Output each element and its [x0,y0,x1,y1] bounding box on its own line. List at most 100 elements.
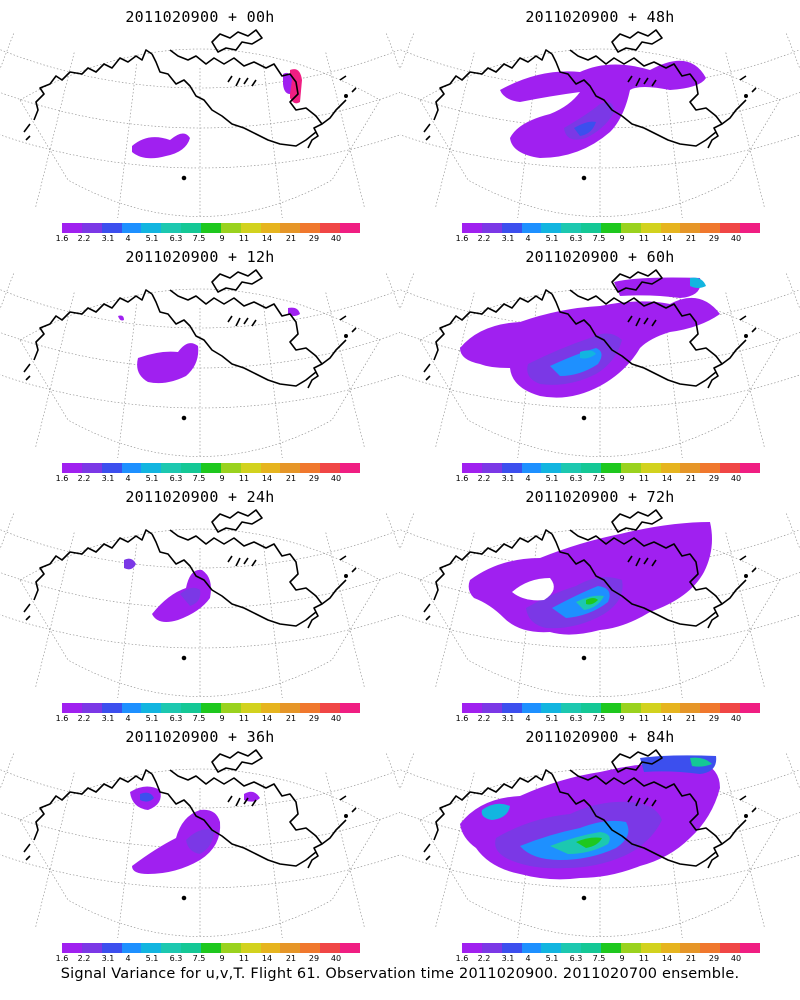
colorbar-cell [220,223,241,233]
colorbar-cell [240,703,261,713]
colorbar-tick-label: 1.6 [455,954,469,963]
panel-title: 2011020900 + 72h [525,488,675,506]
colorbar-tick-label: 11 [238,474,250,483]
colorbar-tick-label: 5.1 [545,714,559,723]
colorbar-tick-label: 14 [261,714,273,723]
panel-title: 2011020900 + 12h [125,248,275,266]
colorbar [462,463,760,473]
colorbar-tick-label: 9 [219,714,225,723]
colorbar-cell [581,703,602,713]
colorbar-tick-label: 6.3 [569,954,583,963]
map-projection [400,749,800,938]
colorbar-cell [300,223,321,233]
colorbar-cell [161,463,182,473]
graticule [0,753,400,938]
colorbar-cell [640,703,661,713]
colorbar-cell [240,463,261,473]
panel-title: 2011020900 + 60h [525,248,675,266]
colorbar-tick-label: 6.3 [169,474,183,483]
colorbar-cell [501,463,522,473]
colorbar [62,463,360,473]
colorbar-tick-label: 4 [125,474,131,483]
colorbar-tick-label: 29 [308,954,320,963]
colorbar [62,943,360,953]
colorbar-cell [481,223,502,233]
colorbar-cell [101,943,122,953]
colorbar-cell [141,463,162,473]
colorbar-tick-label: 7.5 [192,954,206,963]
colorbar-cell [121,703,142,713]
colorbar-cell [561,943,582,953]
colorbar-cell [481,943,502,953]
panel-title: 2011020900 + 24h [125,488,275,506]
map-projection [400,509,800,698]
colorbar-tick-label: 1.6 [55,234,69,243]
colorbar-cell [300,703,321,713]
colorbar-tick-label: 9 [619,474,625,483]
colorbar-cell [320,463,341,473]
colorbar-cell [161,943,182,953]
colorbar-tick-label: 5.1 [545,474,559,483]
colorbar-cell [680,943,701,953]
colorbar-labels: 1.6 2.2 3.1 4 5.1 6.3 7.5 9 11 14 21 29 40 [452,234,772,246]
colorbar-tick-label: 1.6 [455,234,469,243]
colorbar-cell [640,463,661,473]
colorbar-cell [62,943,82,953]
map-panel: 2011020900 + 60h 1.6 2.2 3.1 4 5.1 6.3 7.5 9 11 14… [400,240,800,485]
colorbar-cell [640,223,661,233]
colorbar-tick-label: 7.5 [592,714,606,723]
colorbar-tick-label: 5.1 [145,954,159,963]
colorbar-cell [561,703,582,713]
coastline [423,269,757,421]
colorbar-tick-label: 21 [685,714,697,723]
colorbar-cell [141,223,162,233]
colorbar-labels: 1.6 2.2 3.1 4 5.1 6.3 7.5 9 11 14 21 29 40 [52,714,372,726]
colorbar-cell [121,223,142,233]
colorbar-tick-label: 3.1 [501,714,515,723]
colorbar-cell [462,223,482,233]
colorbar-cell [201,463,221,473]
colorbar-tick-label: 3.1 [101,714,115,723]
colorbar-tick-label: 7.5 [192,234,206,243]
colorbar-tick-label: 9 [219,474,225,483]
colorbar [462,223,760,233]
colorbar-cell [640,943,661,953]
colorbar-cell [541,223,562,233]
colorbar-tick-label: 29 [708,954,720,963]
colorbar-tick-label: 11 [638,714,650,723]
colorbar-tick-label: 40 [330,474,342,483]
colorbar-tick-label: 40 [730,234,742,243]
variance-field [118,307,300,384]
colorbar-cell [280,703,301,713]
colorbar-tick-label: 6.3 [169,234,183,243]
colorbar-tick-label: 1.6 [455,714,469,723]
colorbar-cell [181,463,202,473]
domain-boundary [19,48,381,217]
colorbar-cell [601,703,621,713]
colorbar-tick-label: 5.1 [545,954,559,963]
colorbar [62,703,360,713]
colorbar-tick-label: 6.3 [169,954,183,963]
colorbar-tick-label: 2.2 [77,474,91,483]
colorbar-cell [280,943,301,953]
colorbar-cell [280,223,301,233]
colorbar-tick-label: 14 [661,714,673,723]
colorbar-cell [81,223,102,233]
domain-boundary [419,288,781,457]
colorbar-tick-label: 21 [285,714,297,723]
colorbar-tick-label: 21 [685,954,697,963]
colorbar-cell [340,943,360,953]
colorbar-tick-label: 1.6 [55,474,69,483]
coastline [423,29,757,181]
map-projection [0,29,400,218]
colorbar-tick-label: 29 [308,234,320,243]
colorbar-cell [581,223,602,233]
colorbar-cell [462,463,482,473]
colorbar-tick-label: 4 [525,234,531,243]
colorbar-cell [620,943,641,953]
map-panel: 2011020900 + 12h 1.6 2.2 3.1 4 5.1 6.3 7.5 9 11 14… [0,240,400,485]
graticule [0,513,400,698]
colorbar-cell [220,943,241,953]
map-projection [0,269,400,458]
colorbar-labels: 1.6 2.2 3.1 4 5.1 6.3 7.5 9 11 14 21 29 40 [52,474,372,486]
